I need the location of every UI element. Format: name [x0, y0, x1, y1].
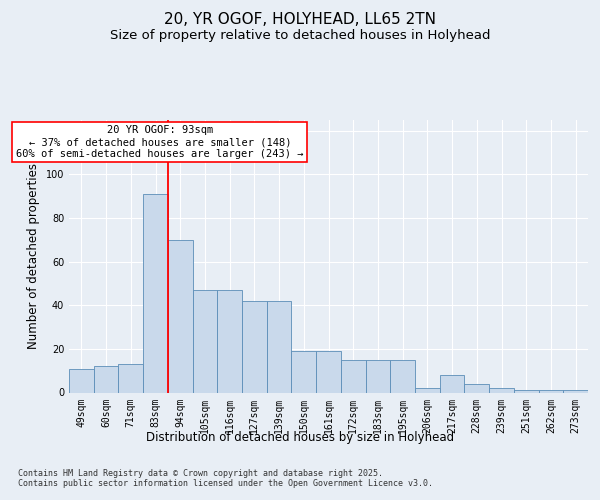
Bar — [563, 390, 588, 392]
Bar — [69, 368, 94, 392]
Bar — [440, 375, 464, 392]
Text: Size of property relative to detached houses in Holyhead: Size of property relative to detached ho… — [110, 28, 490, 42]
Text: Contains HM Land Registry data © Crown copyright and database right 2025.
Contai: Contains HM Land Registry data © Crown c… — [18, 469, 433, 488]
Bar — [193, 290, 217, 392]
Bar — [514, 390, 539, 392]
Bar — [365, 360, 390, 392]
Bar — [168, 240, 193, 392]
Bar — [267, 301, 292, 392]
Bar — [316, 351, 341, 393]
Bar — [242, 301, 267, 392]
Bar — [94, 366, 118, 392]
Bar — [341, 360, 365, 392]
Y-axis label: Number of detached properties: Number of detached properties — [27, 163, 40, 349]
Bar — [464, 384, 489, 392]
Text: 20 YR OGOF: 93sqm
← 37% of detached houses are smaller (148)
60% of semi-detache: 20 YR OGOF: 93sqm ← 37% of detached hous… — [16, 126, 304, 158]
Text: Distribution of detached houses by size in Holyhead: Distribution of detached houses by size … — [146, 431, 454, 444]
Bar — [539, 390, 563, 392]
Bar — [118, 364, 143, 392]
Bar — [390, 360, 415, 392]
Bar — [143, 194, 168, 392]
Text: 20, YR OGOF, HOLYHEAD, LL65 2TN: 20, YR OGOF, HOLYHEAD, LL65 2TN — [164, 12, 436, 28]
Bar — [489, 388, 514, 392]
Bar — [292, 351, 316, 393]
Bar — [415, 388, 440, 392]
Bar — [217, 290, 242, 392]
